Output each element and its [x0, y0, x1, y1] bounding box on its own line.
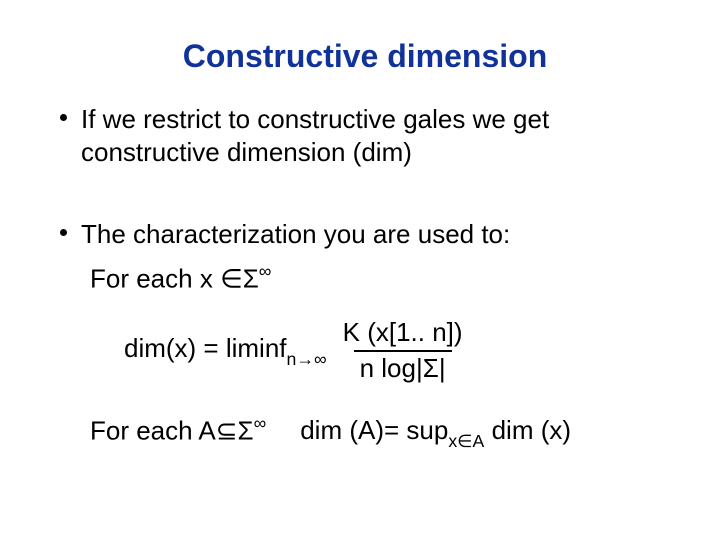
dim-a-eq-pre: dim (A)= sup — [300, 415, 448, 445]
bullet-2: The characterization you are used to: — [60, 218, 670, 251]
bullet-1-line-1: If we restrict to constructive gales we … — [81, 104, 549, 134]
dimx-liminf: dim(x) = liminf — [124, 333, 287, 363]
in-symbol: ∈ — [220, 263, 243, 293]
bullet-1-line-2: constructive dimension (dim) — [81, 137, 412, 167]
liminf-subscript: n→∞ — [287, 349, 327, 369]
sup-subscript: x∈A — [448, 431, 484, 451]
dim-x-formula: dim(x) = liminfn→∞ K (x[1.. n]) n log|Σ| — [124, 318, 670, 384]
sigma-symbol: Σ — [238, 415, 254, 445]
infinity-superscript: ∞ — [254, 413, 267, 433]
fraction-numerator: K (x[1.. n]) — [337, 318, 469, 350]
bullet-dot-icon — [60, 229, 67, 236]
infinity-superscript: ∞ — [259, 261, 272, 281]
bullet-1: If we restrict to constructive gales we … — [60, 103, 670, 168]
denominator-post: | — [439, 353, 446, 383]
for-each-x-prefix: For each x — [90, 263, 220, 293]
page-title: Constructive dimension — [60, 38, 670, 75]
bullet-dot-icon — [60, 114, 67, 121]
for-each-x-line: For each x ∈Σ∞ — [90, 261, 670, 296]
for-each-a-line: For each A⊆Σ∞ dim (A)= supx∈A dim (x) — [90, 414, 670, 451]
fraction-denominator: n log|Σ| — [354, 350, 452, 384]
for-each-a-prefix: For each A — [90, 415, 216, 445]
bullet-2-text: The characterization you are used to: — [81, 219, 510, 249]
fraction: K (x[1.. n]) n log|Σ| — [337, 318, 469, 384]
subset-symbol: ⊆ — [216, 415, 238, 445]
sigma-symbol: Σ — [243, 263, 259, 293]
denominator-pre: n log| — [360, 353, 423, 383]
dim-a-eq-post: dim (x) — [484, 415, 571, 445]
sigma-symbol: Σ — [423, 353, 439, 383]
